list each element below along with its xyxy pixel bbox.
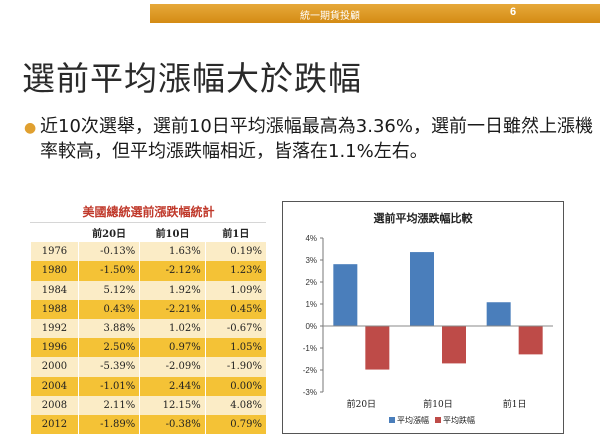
table-row: 1976 -0.13% 1.63% 0.19% [30, 242, 266, 262]
table-row: 1988 0.43% -2.21% 0.45% [30, 299, 266, 319]
table-value-cell: 1.09% [204, 280, 266, 300]
table-value-cell: -1.50% [77, 261, 140, 281]
table-value-cell: -5.39% [77, 357, 140, 377]
table-value-cell: 12.15% [139, 395, 206, 415]
legend-label: 平均漲幅 [397, 415, 429, 425]
table-row: 1996 2.50% 0.97% 1.05% [30, 338, 266, 358]
table-year-cell: 2008 [30, 395, 79, 415]
bar-gain [486, 302, 511, 326]
bar-loss [365, 326, 390, 370]
table-year-cell: 1992 [30, 318, 79, 339]
table-row: 2012 -1.89% -0.38% 0.79% [30, 414, 266, 435]
table-year-cell: 2004 [30, 376, 79, 396]
table-value-cell: -1.90% [204, 357, 266, 377]
y-tick-label: 2% [305, 278, 317, 287]
brand-name: 統一期貨投顧 [300, 11, 360, 22]
stats-table: 美國總統選前漲跌幅統計 前20日 前10日 前1日 1976 -0.13% 1.63… [30, 201, 266, 435]
table-value-cell: 3.88% [77, 318, 140, 339]
y-tick-label: -3% [303, 388, 317, 397]
table-value-cell: 1.23% [204, 261, 266, 281]
y-tick-label: 3% [305, 256, 317, 265]
header-band [150, 4, 600, 23]
bar-chart: 選前平均漲跌幅比較 4% 3% 2% 1% 0% -1% -2% -3% 前20日 前10日 前1日平… [303, 211, 553, 425]
table-value-cell: -0.67% [204, 318, 266, 339]
legend-swatch [435, 417, 441, 423]
table-value-cell: 1.92% [139, 280, 206, 300]
table-header-cell [30, 222, 79, 243]
table-value-cell: 2.11% [77, 395, 140, 415]
table-row: 1984 5.12% 1.92% 1.09% [30, 280, 266, 300]
table-value-cell: 2.50% [77, 338, 140, 358]
table-value-cell: 0.19% [204, 242, 266, 262]
y-tick-label: 0% [305, 322, 317, 331]
table-value-cell: 4.08% [204, 395, 266, 415]
table-value-cell: 0.97% [139, 338, 206, 358]
bullet-dot-icon: ● [24, 120, 37, 136]
table-value-cell: 0.45% [204, 299, 266, 319]
bullet-text: 近10次選舉，選前10日平均漲幅最高為3.36%，選前一日雖然上漲機率較高，但平… [40, 116, 593, 162]
table-value-cell: 1.02% [139, 318, 206, 339]
x-tick-label: 前10日 [423, 398, 452, 410]
x-tick-label: 前1日 [503, 398, 527, 410]
table-year-cell: 1976 [30, 242, 79, 262]
table-value-cell: 0.43% [77, 299, 140, 319]
slide-title: 選前平均漲幅大於跌幅 [22, 59, 362, 98]
legend-label: 平均跌幅 [443, 415, 475, 425]
table-value-cell: -2.12% [139, 261, 206, 281]
table-title: 美國總統選前漲跌幅統計 [30, 201, 266, 223]
table-year-cell: 1980 [30, 261, 79, 281]
legend-swatch [389, 417, 395, 423]
table-year-cell: 2012 [30, 414, 79, 435]
table-value-cell: -1.01% [77, 376, 140, 396]
table-value-cell: 0.00% [204, 376, 266, 396]
table-value-cell: 1.05% [204, 338, 266, 358]
table-value-cell: 0.79% [204, 414, 266, 435]
table-row: 1992 3.88% 1.02% -0.67% [30, 318, 266, 339]
table-header-cell: 前1日 [204, 222, 266, 243]
table-value-cell: -2.09% [139, 357, 206, 377]
table-value-cell: 2.44% [139, 376, 206, 396]
table-year-cell: 1996 [30, 338, 79, 358]
chart-title: 選前平均漲跌幅比較 [374, 211, 474, 225]
table-value-cell: -0.38% [139, 414, 206, 435]
table-year-cell: 1984 [30, 280, 79, 300]
table-year-cell: 1988 [30, 299, 79, 319]
table-value-cell: -2.21% [139, 299, 206, 319]
table-value-cell: -0.13% [77, 242, 140, 262]
header-bar: 統一期貨投顧 6 [0, 0, 600, 26]
bar-gain [333, 264, 358, 326]
y-tick-label: -1% [303, 344, 317, 353]
y-tick-label: 4% [305, 234, 317, 243]
table-row: 2008 2.11% 12.15% 4.08% [30, 395, 266, 415]
bar-loss [442, 326, 466, 364]
table-year-cell: 2000 [30, 357, 79, 377]
y-tick-label: 1% [305, 300, 317, 309]
bar-loss [518, 326, 543, 355]
table-row: 1980 -1.50% -2.12% 1.23% [30, 261, 266, 281]
bar-gain [410, 252, 434, 326]
table-header-cell: 前20日 [77, 222, 140, 243]
table-value-cell: 5.12% [77, 280, 140, 300]
y-tick-label: -2% [303, 366, 317, 375]
table-header-cell: 前10日 [139, 222, 206, 243]
x-tick-label: 前20日 [347, 398, 376, 410]
chart-panel: 選前平均漲跌幅比較 4% 3% 2% 1% 0% -1% -2% -3% 前20日 前10日 前1日平… [282, 201, 564, 434]
table-value-cell: -1.89% [77, 414, 140, 435]
table-value-cell: 1.63% [139, 242, 206, 262]
page-number: 6 [510, 6, 517, 18]
table-row: 2004 -1.01% 2.44% 0.00% [30, 376, 266, 396]
table-row: 2000 -5.39% -2.09% -1.90% [30, 357, 266, 377]
